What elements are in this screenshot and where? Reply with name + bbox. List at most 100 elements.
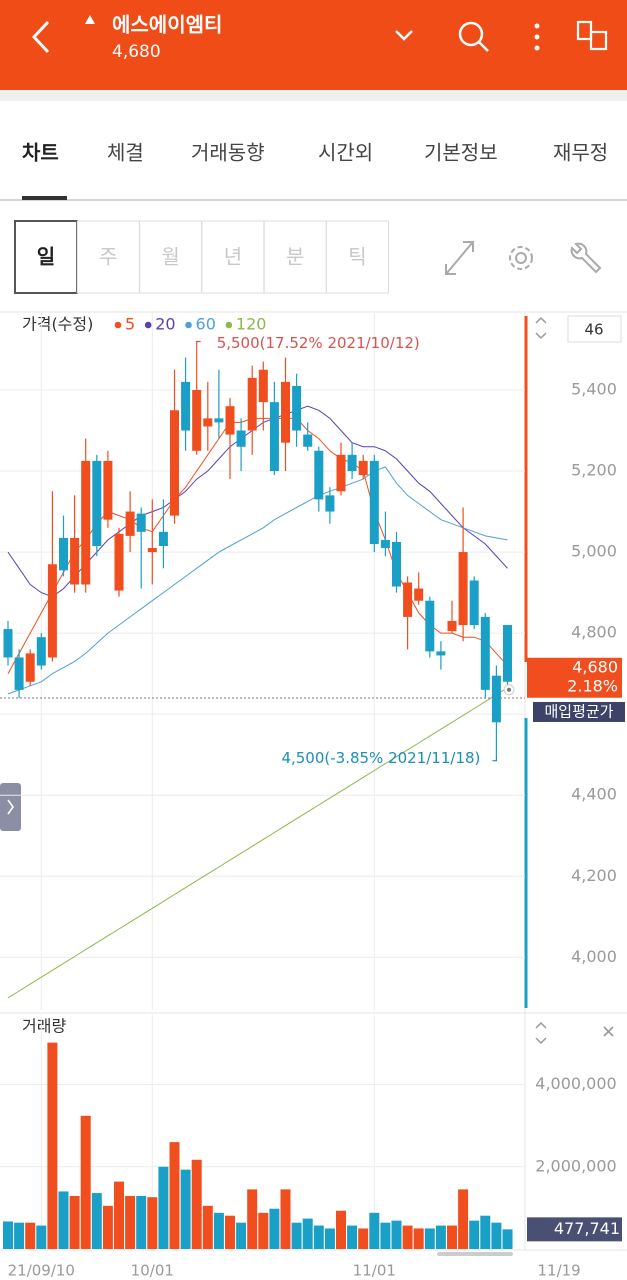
y-tick-label: 4,400 [571,785,617,804]
period-button[interactable] [201,220,265,294]
y-tick-label: 4,800 [571,623,617,642]
period-button[interactable] [139,220,203,294]
search-button[interactable] [458,21,489,52]
legend-label: 60 [196,315,216,334]
volume-bar [435,1225,446,1249]
candle-body [336,454,346,492]
volume-bar [180,1169,191,1249]
tab[interactable]: 체결 [107,141,144,165]
count-box[interactable] [567,315,622,343]
candle-body [170,410,179,516]
candle-body [114,533,124,591]
tab[interactable]: 기본정보 [424,141,498,165]
candle-body [103,460,113,520]
volume-bar [313,1225,324,1249]
y-tick-label: 4,000 [571,947,617,966]
volume-bar [380,1222,391,1249]
candle-body [403,582,413,617]
period-label: 주 [99,245,117,269]
volume-bar [225,1215,235,1249]
fullscreen-button[interactable] [445,241,474,275]
volume-bar [202,1205,213,1249]
candle-body [380,539,390,549]
volume-bar [136,1195,147,1249]
back-button[interactable] [31,20,50,54]
candle-body [491,675,501,723]
header-bar [0,0,627,90]
candle-body [136,513,146,532]
x-tick-label: 11/01 [353,1262,396,1280]
candle-body [469,580,479,626]
legend-dot [185,321,192,329]
candle-body [59,537,68,571]
volume-bar [3,1221,13,1249]
moving-average [7,687,508,999]
candle-body [192,389,202,451]
volume-bar [14,1222,25,1249]
tab[interactable]: 시간외 [318,141,373,165]
tools-button[interactable] [570,242,602,274]
volume-bar [191,1159,202,1249]
layout-button[interactable] [576,20,608,51]
volume-bar [114,1181,124,1249]
candle-body [480,616,490,690]
volume-bar [402,1225,413,1249]
candle-body [147,548,157,553]
period-button[interactable] [76,220,140,294]
volume-bar [391,1220,402,1249]
candle-body [325,495,335,512]
volume-bar [324,1228,335,1249]
candle-body [158,531,168,547]
candle-body [225,406,235,435]
x-tick-label: 10/01 [131,1262,174,1280]
last-price-dot-core [507,687,511,692]
candle-body [3,629,13,658]
more-button[interactable] [534,23,540,51]
volume-bar [413,1228,424,1249]
volume-bar [169,1142,180,1249]
divider [0,90,627,101]
candle-body [447,620,457,632]
moving-average [7,466,508,695]
price-pane-title: 가격(수정) [22,315,93,334]
tab[interactable]: 차트 [22,141,59,165]
candle-body [436,651,446,656]
period-button[interactable] [326,220,389,294]
stock-name[interactable]: 에스에이엠티 [112,13,222,37]
volume-bar [269,1208,280,1249]
close-volume[interactable] [603,1026,614,1037]
last-price-box [527,657,622,698]
max-annotation: 5,500(17.52% 2021/10/12) [217,334,420,352]
candle-body [503,625,512,682]
candle-body [258,369,268,403]
volume-scale-toggle[interactable] [535,1021,547,1045]
volume-bar [25,1222,36,1249]
volume-bar [80,1115,91,1249]
dropdown-button[interactable] [395,30,413,41]
candle-body [292,385,302,431]
volume-bar [91,1193,102,1249]
price-scale-toggle[interactable] [535,316,547,340]
tab[interactable]: 거래동향 [191,141,265,165]
candle-body [425,600,435,652]
tab[interactable]: 재무정 [553,141,608,165]
settings-button[interactable] [509,246,533,270]
volume-bar [36,1225,47,1249]
period-button[interactable] [263,220,327,294]
candle-body [236,430,246,447]
min-annotation: 4,500(-3.85% 2021/11/18) [281,749,480,767]
period-label: 일 [37,245,55,269]
candle-body [392,541,401,587]
change-label: 2.18% [567,676,618,695]
last-volume-box [527,1217,622,1242]
scrollbar[interactable] [437,1252,513,1256]
candle-body [414,588,424,601]
last-volume-label: 477,741 [554,1219,620,1238]
period-label: 월 [161,245,179,269]
side-handle[interactable] [0,783,21,831]
y-tick-label: 2,000,000 [535,1156,616,1175]
candle-body [458,552,468,626]
volume-bar [347,1225,358,1249]
